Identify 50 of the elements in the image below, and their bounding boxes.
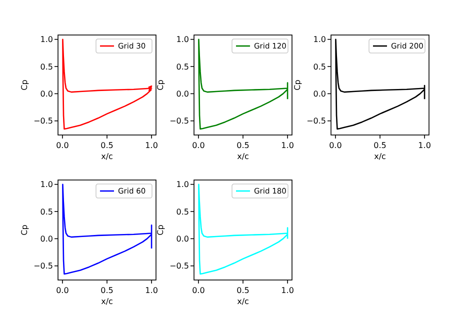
x-tick-label: 0.0 [329, 141, 342, 150]
x-tick-label: 0.0 [56, 286, 69, 295]
line-series [198, 184, 288, 275]
x-tick-label: 1.0 [281, 286, 294, 295]
y-tick-label: 0.5 [176, 207, 189, 216]
x-axis-title: x/c [101, 297, 113, 306]
y-axis-title: Cp [20, 80, 29, 90]
x-tick-label: 0.5 [236, 141, 250, 150]
y-tick-label: 0.5 [313, 62, 326, 72]
line-series [198, 38, 288, 130]
y-tick-label: 1.0 [40, 35, 53, 44]
line-series [62, 184, 152, 275]
y-tick-label: 1.0 [176, 180, 189, 190]
y-tick-label: 0.0 [40, 234, 53, 244]
y-tick-label: 1.0 [313, 35, 326, 44]
y-tick-label: 0.0 [40, 89, 53, 98]
y-tick-label: 1.0 [176, 35, 189, 44]
y-axis-title: Cp [156, 224, 165, 236]
line-series [62, 38, 152, 130]
x-tick-label: 0.5 [100, 286, 114, 295]
y-tick-label: −0.5 [170, 116, 189, 126]
x-axis-title: x/c [237, 297, 249, 306]
x-tick-label: 0.0 [56, 141, 69, 150]
x-tick-label: 1.0 [418, 141, 431, 150]
line-series [335, 38, 426, 130]
y-tick-label: 0.0 [313, 89, 326, 98]
y-axis-title: Cp [293, 80, 302, 90]
x-tick-label: 1.0 [145, 141, 158, 150]
x-axis-title: x/c [237, 152, 249, 161]
x-tick-label: 1.0 [145, 286, 158, 295]
x-axis-title: x/c [374, 152, 386, 161]
x-tick-label: 1.0 [281, 141, 294, 150]
y-tick-label: 0.0 [176, 234, 189, 244]
y-tick-label: −0.5 [306, 116, 326, 126]
y-tick-label: 0.0 [176, 89, 189, 98]
y-tick-label: 0.5 [40, 207, 53, 216]
y-axis-title: Cp [20, 224, 29, 236]
x-tick-label: 0.5 [100, 141, 114, 150]
x-tick-label: 0.0 [192, 141, 205, 150]
x-axis-title: x/c [101, 152, 113, 161]
y-tick-label: 0.5 [176, 62, 189, 72]
y-tick-label: −0.5 [34, 262, 53, 271]
y-tick-label: 0.5 [40, 62, 53, 72]
y-tick-label: 1.0 [40, 180, 53, 190]
y-tick-label: −0.5 [170, 262, 189, 271]
x-tick-label: 0.5 [236, 286, 250, 295]
x-tick-label: 0.0 [192, 286, 205, 295]
x-tick-label: 0.5 [374, 141, 386, 150]
y-tick-label: −0.5 [34, 116, 53, 126]
y-axis-title: Cp [156, 80, 165, 90]
